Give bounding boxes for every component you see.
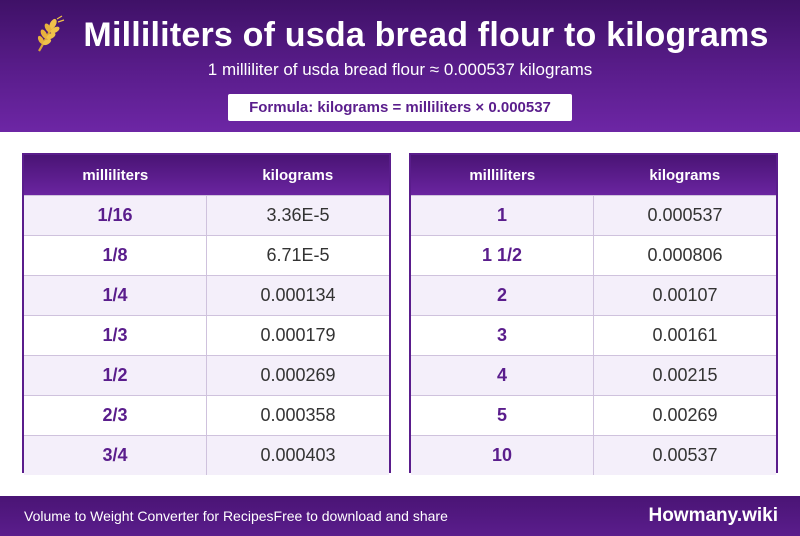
- table-row: 1/2 0.000269: [24, 355, 389, 395]
- milliliters-cell: 1/4: [102, 285, 128, 305]
- table-row: 1/4 0.000134: [24, 275, 389, 315]
- table-row: 5 0.00269: [411, 395, 776, 435]
- table-row: 1 0.000537: [411, 195, 776, 235]
- footer-share-note: Free to download and share: [273, 508, 448, 524]
- kilograms-cell: 0.000269: [206, 356, 389, 395]
- table-row: 1 1/2 0.000806: [411, 235, 776, 275]
- column-header-milliliters: milliliters: [469, 166, 536, 184]
- milliliters-cell: 1/16: [97, 205, 133, 225]
- milliliters-cell: 1/2: [102, 365, 128, 385]
- table-row: 1/16 3.36E-5: [24, 195, 389, 235]
- milliliters-cell: 1: [496, 205, 507, 225]
- milliliters-cell: 1/8: [102, 245, 128, 265]
- kilograms-cell: 0.000403: [206, 436, 389, 475]
- column-header-kilograms: kilograms: [262, 166, 334, 184]
- kilograms-cell: 0.000358: [206, 396, 389, 435]
- table-row: 2 0.00107: [411, 275, 776, 315]
- brand-link[interactable]: Howmany.wiki: [648, 505, 778, 526]
- milliliters-cell: 3/4: [102, 445, 128, 465]
- kilograms-cell: 0.00269: [593, 396, 776, 435]
- milliliters-cell: 1 1/2: [481, 245, 523, 265]
- footer-description: Volume to Weight Converter for Recipes: [24, 508, 274, 524]
- milliliters-cell: 10: [491, 445, 513, 465]
- conversion-table-right: milliliters kilograms 1 0.000537 1 1/2 0.0…: [409, 153, 778, 475]
- column-header-kilograms: kilograms: [649, 166, 721, 184]
- footer-text: Volume to Weight Converter for Recipes Fr…: [24, 496, 448, 536]
- kilograms-cell: 0.00537: [593, 436, 776, 475]
- kilograms-cell: 3.36E-5: [206, 196, 389, 235]
- milliliters-cell: 5: [496, 405, 507, 425]
- milliliters-cell: 4: [496, 365, 507, 385]
- formula-box: Formula: kilograms = milliliters × 0.000…: [228, 94, 572, 121]
- kilograms-cell: 0.000806: [593, 236, 776, 275]
- milliliters-cell: 1/3: [102, 325, 128, 345]
- table-row: 3/4 0.000403: [24, 435, 389, 475]
- column-header-milliliters: milliliters: [82, 166, 149, 184]
- table-row: 1/3 0.000179: [24, 315, 389, 355]
- title-row: Milliliters of usda bread flour to kilog…: [0, 12, 800, 58]
- kilograms-cell: 0.000134: [206, 276, 389, 315]
- milliliters-cell: 2: [496, 285, 507, 305]
- kilograms-cell: 0.000537: [593, 196, 776, 235]
- conversion-subtitle: 1 milliliter of usda bread flour ≈ 0.000…: [207, 60, 593, 79]
- table-header: milliliters kilograms: [411, 155, 776, 195]
- table-row: 10 0.00537: [411, 435, 776, 475]
- footer-bar: Volume to Weight Converter for Recipes Fr…: [0, 496, 800, 536]
- conversion-table-left: milliliters kilograms 1/16 3.36E-5 1/8 6.7…: [22, 153, 391, 475]
- wheat-icon: [38, 15, 65, 52]
- table-body: 1 0.000537 1 1/2 0.000806 2 0.00107 3 0.0016…: [411, 195, 776, 475]
- table-row: 3 0.00161: [411, 315, 776, 355]
- milliliters-cell: 3: [496, 325, 507, 345]
- table-body: 1/16 3.36E-5 1/8 6.71E-5 1/4 0.000134 1/3 0.…: [24, 195, 389, 475]
- header-banner: Milliliters of usda bread flour to kilog…: [0, 0, 800, 132]
- kilograms-cell: 0.00107: [593, 276, 776, 315]
- kilograms-cell: 6.71E-5: [206, 236, 389, 275]
- kilograms-cell: 0.00215: [593, 356, 776, 395]
- milliliters-cell: 2/3: [102, 405, 128, 425]
- kilograms-cell: 0.000179: [206, 316, 389, 355]
- table-header: milliliters kilograms: [24, 155, 389, 195]
- table-row: 2/3 0.000358: [24, 395, 389, 435]
- kilograms-cell: 0.00161: [593, 316, 776, 355]
- table-row: 1/8 6.71E-5: [24, 235, 389, 275]
- table-row: 4 0.00215: [411, 355, 776, 395]
- page-title: Milliliters of usda bread flour to kilog…: [83, 15, 769, 54]
